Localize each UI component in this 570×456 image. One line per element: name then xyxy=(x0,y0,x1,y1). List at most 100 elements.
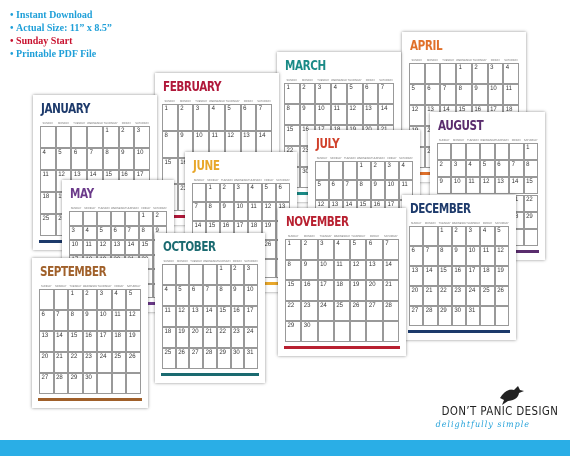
day-cell: 28 xyxy=(53,373,69,394)
day-cell: 8 xyxy=(102,148,119,170)
weekday-label: FRIDAY xyxy=(114,285,124,288)
weekday-label: SUNDAY xyxy=(40,285,52,288)
day-cell: 12 xyxy=(350,259,367,281)
day-cell: 16 xyxy=(451,266,467,286)
day-cell: 7 xyxy=(509,160,524,178)
day-cell: 19 xyxy=(126,331,141,352)
day-cell xyxy=(40,126,56,148)
day-cell: 12 xyxy=(480,177,495,195)
weekday-label: SATURDAY xyxy=(399,157,413,160)
day-cell: 22 xyxy=(216,327,231,348)
day-cell: 7 xyxy=(87,148,103,170)
day-cell: 9 xyxy=(82,310,98,331)
weekday-label: SUNDAY xyxy=(316,157,328,160)
day-cell: 11 xyxy=(503,84,519,105)
day-cell: 26 xyxy=(126,352,141,373)
day-cell: 26 xyxy=(175,348,190,369)
weekday-label: THURSDAY xyxy=(225,100,240,103)
day-cell: 14 xyxy=(378,104,394,125)
day-cell: 9 xyxy=(299,104,316,125)
day-cell xyxy=(437,143,452,161)
day-cell: 7 xyxy=(423,246,438,266)
day-cell: 8 xyxy=(456,84,472,105)
day-cell: 5 xyxy=(262,183,276,202)
day-cell: 5 xyxy=(55,148,72,170)
day-cell: 10 xyxy=(315,104,332,125)
day-cell: 1 xyxy=(456,63,472,84)
calendar-page: SEPTEMBER SUNDAYMONDAYTUESDAYWEDNESDAYTHU… xyxy=(32,258,148,408)
day-cell: 4 xyxy=(162,285,176,306)
day-cell: 2 xyxy=(177,104,194,131)
day-cell: 23 xyxy=(82,352,98,373)
day-cell: 2 xyxy=(301,239,318,260)
weekday-label: TUESDAY xyxy=(467,139,480,142)
day-cell: 27 xyxy=(189,348,204,369)
day-cell: 29 xyxy=(285,321,302,342)
day-cell: 7 xyxy=(192,202,206,221)
day-cell: 10 xyxy=(97,310,112,331)
day-cell: 11 xyxy=(333,259,351,281)
weekday-label: THURSDAY xyxy=(494,139,509,142)
day-cell: 9 xyxy=(437,177,452,195)
weekday-label: SUNDAY xyxy=(164,100,176,103)
day-cell: 25 xyxy=(480,286,495,306)
day-cell: 27 xyxy=(409,306,424,326)
day-cell: 15 xyxy=(523,177,538,195)
day-cell: 14 xyxy=(125,240,139,255)
day-cell: 14 xyxy=(509,177,524,195)
footer-bar xyxy=(0,440,570,456)
day-cell: 27 xyxy=(39,373,54,394)
day-cell: 24 xyxy=(97,352,112,373)
day-cell xyxy=(494,306,509,326)
month-title: JUNE xyxy=(193,159,220,174)
day-cell: 14 xyxy=(53,331,69,352)
day-cell: 1 xyxy=(523,143,538,161)
day-cell xyxy=(409,63,425,84)
day-cell: 1 xyxy=(216,264,231,285)
day-cell xyxy=(329,161,343,181)
weekday-label: FRIDAY xyxy=(141,207,151,210)
weekday-label: MONDAY xyxy=(57,122,70,125)
month-title: APRIL xyxy=(410,39,443,54)
day-cell: 21 xyxy=(382,280,399,301)
weekday-label: TUESDAY xyxy=(73,122,86,125)
day-cell: 5 xyxy=(480,160,495,178)
calendar-page: DECEMBER SUNDAYMONDAYTUESDAYWEDNESDAYTHUR… xyxy=(402,195,516,340)
day-cell xyxy=(317,321,334,342)
day-cell: 2 xyxy=(153,211,167,226)
day-cell xyxy=(162,264,176,285)
day-cell: 18 xyxy=(40,192,56,214)
day-cell xyxy=(366,321,383,342)
brand-name: DON’T PANIC DESIGN xyxy=(441,404,558,418)
day-cell: 19 xyxy=(350,280,367,301)
weekday-label: TUESDAY xyxy=(442,59,455,62)
day-cell: 4 xyxy=(40,148,56,170)
day-cell: 19 xyxy=(262,221,276,240)
weekday-label: FRIDAY xyxy=(243,100,254,103)
weekday-label: MONDAY xyxy=(301,79,314,82)
day-cell: 14 xyxy=(203,306,217,327)
day-cell: 30 xyxy=(301,321,318,342)
day-cell: 22 xyxy=(285,300,302,322)
bullet: Sunday Start xyxy=(10,35,112,48)
weekday-label: THURSDAY xyxy=(472,59,487,62)
day-cell: 6 xyxy=(276,183,290,202)
day-cell: 3 xyxy=(451,160,466,178)
day-cell: 22 xyxy=(68,352,83,373)
day-cell xyxy=(189,264,204,285)
weekday-label: SUNDAY xyxy=(42,122,54,125)
day-cell: 15 xyxy=(284,125,300,146)
weekday-label: WEDNESDAY xyxy=(480,139,494,142)
day-cell: 7 xyxy=(256,104,272,131)
day-cell: 12 xyxy=(409,105,425,126)
weekday-label: SATURDAY xyxy=(126,285,141,288)
day-cell: 15 xyxy=(216,306,231,327)
day-cell xyxy=(523,228,538,246)
day-cell: 3 xyxy=(317,239,334,260)
day-cell: 13 xyxy=(189,306,204,327)
day-cell: 26 xyxy=(494,286,509,306)
day-cell: 23 xyxy=(230,327,245,348)
day-cell xyxy=(97,373,112,394)
day-cell: 4 xyxy=(465,160,481,178)
day-cell: 24 xyxy=(244,327,258,348)
